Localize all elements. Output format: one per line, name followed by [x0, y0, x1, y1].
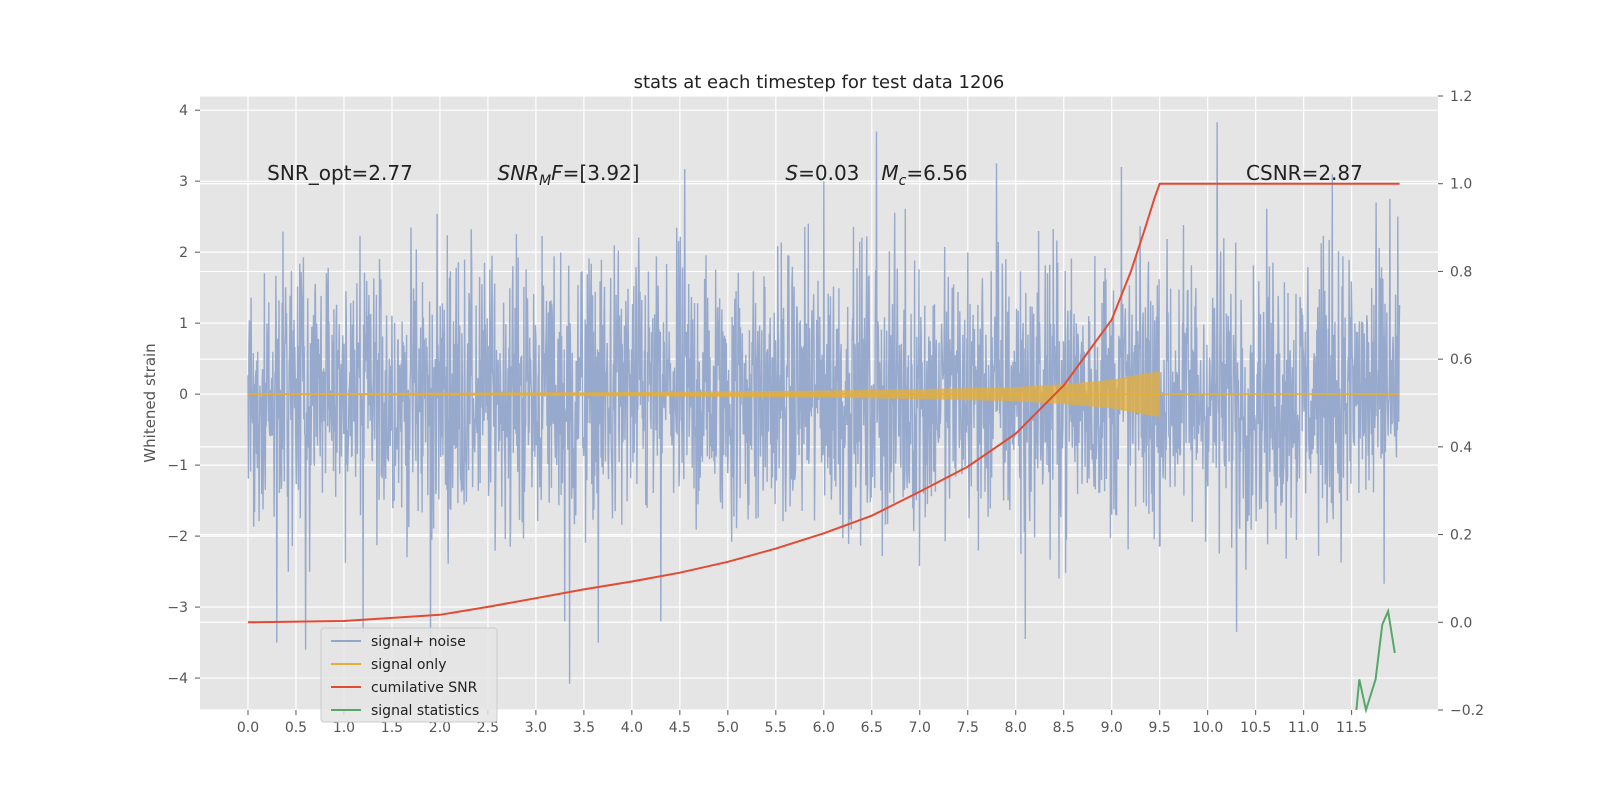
right-y-tick-label: 1.2 — [1450, 89, 1472, 105]
x-tick-label: 8.5 — [1053, 720, 1075, 736]
y-tick-label: 2 — [179, 245, 188, 261]
annotation-part: S — [785, 161, 798, 185]
y-tick-label: −4 — [167, 671, 188, 687]
signal-statistics-trace — [1355, 607, 1396, 714]
x-tick-label: 11.0 — [1288, 720, 1319, 736]
x-tick-label: 9.0 — [1101, 720, 1123, 736]
y-tick-label: 4 — [179, 103, 188, 119]
x-tick-label: 5.0 — [717, 720, 739, 736]
x-axis-ticks: 0.0 0.5 1.0 1.5 2.0 2.5 3.0 3.5 4.0 4.5 5.0 5.5 6.0 6… — [237, 710, 1367, 736]
chart-title: stats at each timestep for test data 120… — [634, 72, 1005, 93]
legend-box — [320, 627, 498, 723]
annotation-text: SNR_opt=2.77 — [267, 161, 413, 185]
signal-noise-trace — [247, 122, 1401, 684]
y-tick-label: 0 — [179, 387, 188, 403]
x-tick-label: 0.0 — [237, 720, 259, 736]
right-y-axis-ticks: 1.2 1.0 0.8 0.6 0.4 0.2 0.0 −0.2 — [1438, 89, 1484, 719]
y-tick-label: 1 — [179, 316, 188, 332]
signal-only-trace — [247, 371, 1400, 417]
x-tick-label: 9.5 — [1149, 720, 1171, 736]
y-tick-label: 3 — [179, 174, 188, 190]
annotation-text: CSNR=2.87 — [1246, 161, 1363, 185]
signal-noise-line — [247, 122, 1401, 684]
x-tick-label: 0.5 — [285, 720, 307, 736]
annotation-part: SNR — [498, 161, 540, 185]
annotation-text: SNRMF=[3.92] — [498, 161, 640, 189]
y-axis-ticks: 4 3 2 1 0 −1 −2 −3 −4 — [167, 103, 200, 687]
annotation-text: S=0.03 — [785, 161, 859, 185]
x-tick-label: 1.5 — [381, 720, 403, 736]
annotation-part: c — [899, 173, 907, 189]
x-tick-label: 5.5 — [765, 720, 787, 736]
annotation-part: M — [881, 161, 898, 185]
signal-statistics-line — [1355, 607, 1396, 714]
x-tick-label: 10.0 — [1192, 720, 1223, 736]
x-tick-label: 8.0 — [1005, 720, 1027, 736]
cumulative-snr-line — [247, 182, 1400, 624]
x-tick-label: 6.5 — [861, 720, 883, 736]
x-tick-label: 6.0 — [813, 720, 835, 736]
cumulative-snr-trace — [247, 182, 1400, 624]
right-y-tick-label: 0.6 — [1450, 352, 1472, 368]
x-tick-label: 3.0 — [525, 720, 547, 736]
annotation-part: =0.03 — [798, 161, 859, 185]
x-tick-label: 7.5 — [957, 720, 979, 736]
x-tick-label: 10.5 — [1240, 720, 1271, 736]
right-y-tick-label: 1.0 — [1450, 177, 1472, 193]
right-y-tick-label: 0.4 — [1450, 440, 1472, 456]
y-axis-label: Whitened strain — [141, 343, 159, 462]
x-tick-label: 3.5 — [573, 720, 595, 736]
right-y-tick-label: 0.0 — [1450, 615, 1472, 631]
x-tick-label: 2.0 — [429, 720, 451, 736]
legend-label: cumilative SNR — [371, 680, 478, 696]
legend-label: signal+ noise — [371, 634, 466, 650]
x-tick-label: 2.5 — [477, 720, 499, 736]
x-tick-label: 1.0 — [333, 720, 355, 736]
legend: signal+ noise signal only cumilative SNR si… — [320, 627, 498, 723]
x-tick-label: 4.5 — [669, 720, 691, 736]
x-tick-label: 11.5 — [1336, 720, 1367, 736]
y-tick-label: −2 — [167, 529, 188, 545]
annotation-part: M — [539, 173, 551, 189]
annotation-text: Mc=6.56 — [881, 161, 967, 189]
right-y-tick-label: 0.8 — [1450, 264, 1472, 280]
x-tick-label: 7.0 — [909, 720, 931, 736]
annotation-part: F — [551, 161, 563, 185]
y-tick-label: −3 — [167, 600, 188, 616]
annotation-part: =[3.92] — [563, 161, 640, 185]
right-y-tick-label: 0.2 — [1450, 528, 1472, 544]
right-y-tick-label: −0.2 — [1450, 703, 1484, 719]
x-tick-label: 4.0 — [621, 720, 643, 736]
legend-label: signal only — [371, 657, 446, 673]
legend-label: signal statistics — [371, 703, 479, 719]
annotations: SNR_opt=2.77 SNRMF=[3.92] S=0.03 Mc=6.56 CSN… — [267, 161, 1363, 189]
y-tick-label: −1 — [167, 458, 188, 474]
annotation-part: =6.56 — [906, 161, 967, 185]
